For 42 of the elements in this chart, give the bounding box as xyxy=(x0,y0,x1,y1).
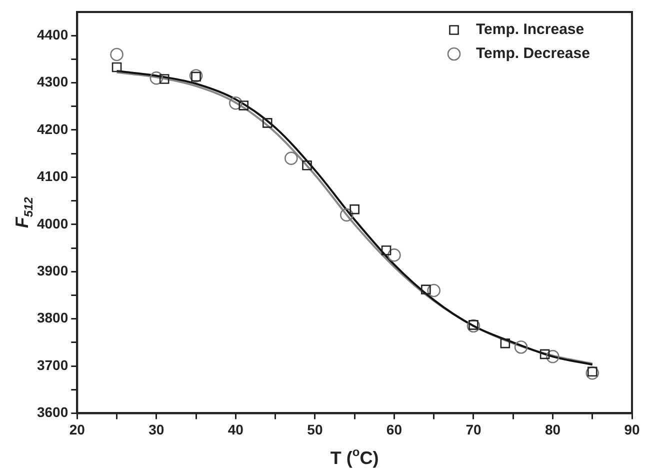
point xyxy=(381,245,392,256)
point xyxy=(546,350,560,364)
point xyxy=(238,100,248,110)
x-tick-label: 80 xyxy=(544,421,561,438)
x-tick-label: 70 xyxy=(466,421,482,438)
legend-label: Temp. Increase xyxy=(476,21,584,38)
point xyxy=(500,338,510,348)
point xyxy=(189,69,203,82)
y-tick-label: 4200 xyxy=(36,120,68,137)
y-tick-label: 4100 xyxy=(36,168,68,184)
y-tick-label: 4300 xyxy=(36,74,68,90)
point xyxy=(540,349,550,360)
x-tick-label: 30 xyxy=(148,421,164,438)
y-tick-label: 3800 xyxy=(36,310,68,326)
x-tick-label: 50 xyxy=(307,421,323,438)
y-tick-label: 3900 xyxy=(36,262,68,278)
point xyxy=(466,319,480,333)
x-tick-label: 90 xyxy=(624,421,640,438)
point xyxy=(150,71,164,85)
point xyxy=(427,284,440,298)
x-tick-label: 20 xyxy=(69,421,86,438)
x-tick-label: 60 xyxy=(386,421,402,438)
y-tick-label: 4000 xyxy=(36,215,68,232)
x-tick-label: 40 xyxy=(228,421,244,438)
point xyxy=(586,366,600,380)
y-tick-label: 3700 xyxy=(36,356,68,373)
point xyxy=(229,96,242,110)
point xyxy=(421,284,431,294)
point xyxy=(110,48,124,62)
y-tick-label: 3600 xyxy=(36,404,68,420)
y-tick-label: 4400 xyxy=(36,26,68,42)
y-axis-title: F512 xyxy=(12,196,36,228)
legend-label: Temp. Decrease xyxy=(476,45,590,62)
point xyxy=(350,204,360,214)
point xyxy=(284,152,298,165)
point xyxy=(514,340,528,354)
point xyxy=(112,62,122,72)
point xyxy=(302,160,312,170)
point xyxy=(262,118,272,128)
point xyxy=(340,208,354,222)
point xyxy=(159,74,170,84)
point xyxy=(388,248,401,262)
